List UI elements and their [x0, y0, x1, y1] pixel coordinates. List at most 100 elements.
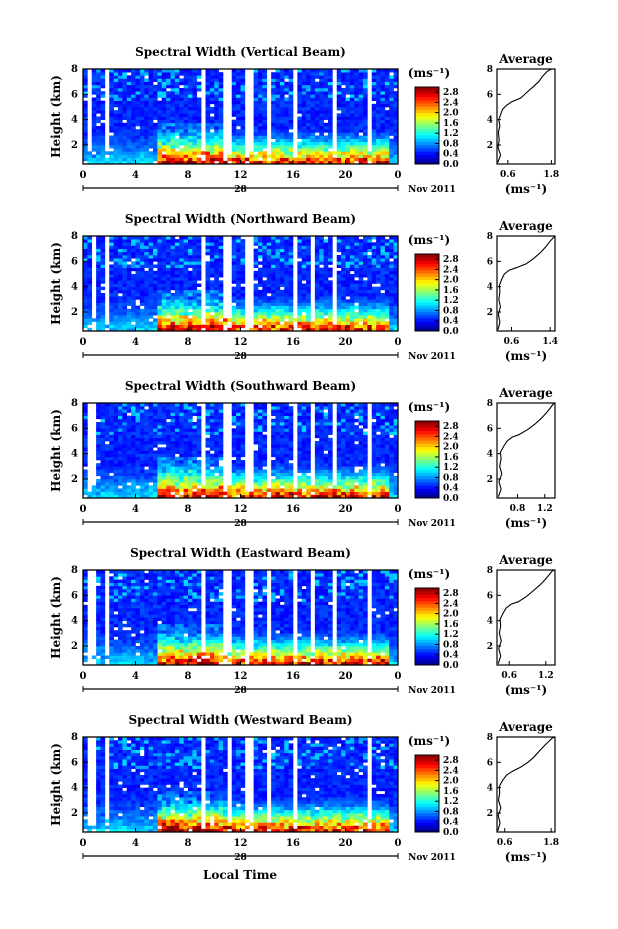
- heatmap-cell: [179, 308, 184, 313]
- heatmap-cell: [218, 418, 224, 423]
- heatmap-cell: [393, 283, 399, 287]
- heatmap-cell: [258, 409, 263, 413]
- heatmap-cell: [100, 312, 106, 316]
- heatmap-cell: [275, 437, 281, 442]
- heatmap-cell: [240, 129, 246, 133]
- heatmap-cell: [87, 296, 93, 300]
- heatmap-cell: [118, 437, 123, 442]
- heatmap-cell: [314, 324, 320, 329]
- heatmap-cell: [192, 103, 198, 108]
- heatmap-cell: [192, 160, 198, 165]
- panel-2: Spectral Width (Northward Beam)2468Heigh…: [49, 212, 558, 363]
- heatmap-cell: [188, 283, 193, 287]
- heatmap-cell: [122, 293, 128, 297]
- heatmap-cell: [122, 453, 128, 458]
- heatmap-cell: [275, 315, 281, 319]
- heatmap-cell: [301, 91, 307, 95]
- heatmap-cell: [293, 491, 298, 496]
- heatmap-cell: [96, 129, 101, 133]
- heatmap-cell: [240, 154, 246, 158]
- heatmap-cell: [271, 488, 276, 492]
- heatmap-cell: [319, 299, 324, 303]
- heatmap-cell: [153, 293, 158, 297]
- heatmap-cell: [179, 88, 184, 92]
- heatmap-cell: [201, 485, 206, 489]
- heatmap-cell: [314, 280, 320, 284]
- heatmap-cell: [275, 126, 281, 130]
- heatmap-cell: [196, 141, 202, 146]
- heatmap-cell: [319, 84, 324, 89]
- heatmap-cell: [328, 251, 333, 256]
- heatmap-cell: [393, 264, 399, 268]
- heatmap-cell: [100, 267, 106, 272]
- heatmap-cell: [161, 296, 167, 300]
- heatmap-cell: [279, 469, 285, 473]
- heatmap-cell: [135, 72, 141, 76]
- heatmap-cell: [275, 277, 281, 281]
- heatmap-cell: [174, 428, 180, 432]
- heatmap-cell: [153, 110, 158, 114]
- heatmap-cell: [131, 116, 136, 120]
- colorbar-segment: [415, 266, 439, 271]
- heatmap-cell: [109, 431, 114, 435]
- heatmap-cell: [83, 437, 88, 442]
- heatmap-cell: [323, 327, 329, 332]
- heatmap-cell: [345, 100, 351, 105]
- heatmap-cell: [209, 296, 215, 300]
- heatmap-cell: [166, 463, 171, 467]
- heatmap-cell: [91, 318, 97, 322]
- heatmap-cell: [258, 261, 263, 265]
- heatmap-cell: [231, 466, 237, 470]
- heatmap-cell: [209, 321, 215, 325]
- heatmap-cell: [358, 122, 364, 127]
- heatmap-cell: [83, 258, 88, 262]
- heatmap-cell: [214, 321, 219, 325]
- heatmap-cell: [157, 491, 163, 496]
- heatmap-cell: [214, 447, 219, 451]
- heatmap-cell: [384, 270, 390, 275]
- heatmap-cell: [358, 88, 364, 92]
- heatmap-cell: [236, 308, 241, 313]
- heatmap-cell: [358, 126, 364, 130]
- heatmap-cell: [214, 406, 219, 410]
- heatmap-cell: [393, 122, 399, 127]
- x-tick-label: 12: [234, 337, 248, 348]
- heatmap-cell: [209, 119, 215, 124]
- heatmap-cell: [314, 151, 320, 155]
- heatmap-cell: [192, 472, 198, 477]
- colorbar-tick-label: 2.0: [443, 276, 459, 286]
- heatmap-cell: [367, 280, 373, 284]
- heatmap-cell: [279, 264, 285, 268]
- heatmap-cell: [91, 157, 97, 162]
- heatmap-cell: [384, 245, 390, 249]
- heatmap-cell: [288, 239, 294, 243]
- heatmap-cell: [104, 428, 110, 432]
- heatmap-cell: [148, 441, 154, 445]
- heatmap-cell: [148, 113, 154, 117]
- heatmap-cell: [183, 78, 189, 82]
- heatmap-cell: [271, 103, 276, 108]
- heatmap-cell: [166, 132, 171, 136]
- heatmap-cell: [376, 75, 381, 79]
- heatmap-cell: [288, 75, 294, 79]
- heatmap-cell: [288, 132, 294, 136]
- heatmap-cell: [236, 236, 241, 240]
- heatmap-cell: [91, 116, 97, 120]
- heatmap-cell: [271, 264, 276, 268]
- heatmap-cell: [135, 406, 141, 410]
- heatmap-cell: [354, 145, 359, 149]
- heatmap-cell: [363, 321, 368, 325]
- heatmap-cell: [96, 491, 101, 496]
- heatmap-cell: [148, 302, 154, 306]
- heatmap-cell: [161, 255, 167, 259]
- heatmap-cell: [376, 107, 381, 111]
- heatmap-cell: [271, 472, 276, 477]
- heatmap-cell: [188, 81, 193, 86]
- heatmap-cell: [109, 277, 114, 281]
- heatmap-cell: [161, 94, 167, 98]
- heatmap-cell: [148, 84, 154, 89]
- heatmap-cell: [157, 154, 163, 158]
- heatmap-cell: [393, 321, 399, 325]
- heatmap-cell: [100, 296, 106, 300]
- heatmap-cell: [157, 242, 163, 246]
